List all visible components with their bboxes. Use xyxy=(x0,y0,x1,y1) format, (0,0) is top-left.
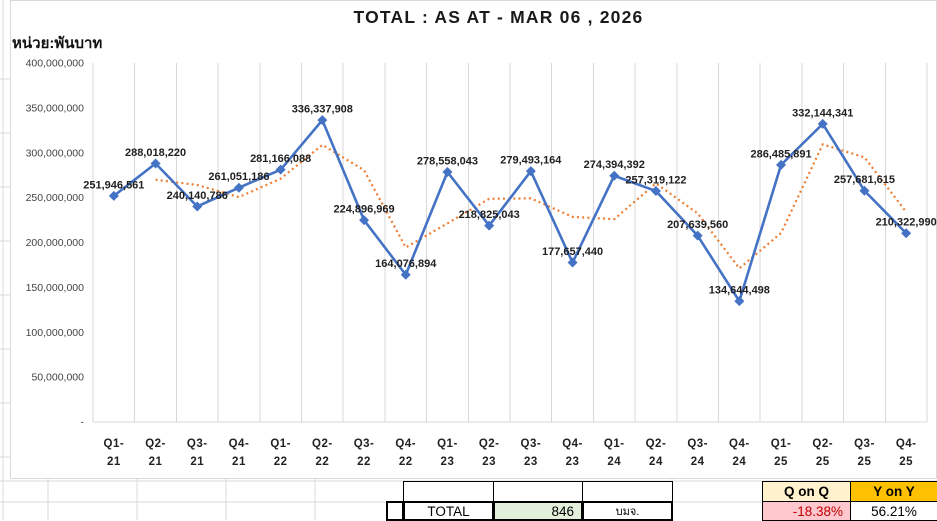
qonq-value-cell[interactable]: -18.38% xyxy=(762,501,851,521)
svg-text:279,493,164: 279,493,164 xyxy=(500,155,562,167)
empty-cell[interactable] xyxy=(493,481,583,502)
svg-text:332,144,341: 332,144,341 xyxy=(792,107,853,119)
svg-text:Q2-25: Q2-25 xyxy=(812,438,833,468)
empty-cell[interactable] xyxy=(582,481,673,502)
total-label-cell[interactable]: TOTAL xyxy=(403,501,494,521)
svg-text:224,896,969: 224,896,969 xyxy=(333,204,394,216)
svg-text:134,644,498: 134,644,498 xyxy=(709,285,770,297)
svg-text:Q4-22: Q4-22 xyxy=(395,438,416,468)
svg-text:Q1-24: Q1-24 xyxy=(604,438,625,468)
chart-object[interactable] xyxy=(10,0,937,479)
svg-text:50,000,000: 50,000,000 xyxy=(31,372,84,384)
svg-text:257,319,122: 257,319,122 xyxy=(625,175,686,187)
chart-title: TOTAL : AS AT - MAR 06 , 2026 xyxy=(353,7,644,27)
svg-text:164,076,894: 164,076,894 xyxy=(375,258,437,270)
empty-cell[interactable] xyxy=(403,481,494,502)
empty-spacer-cell[interactable] xyxy=(386,501,404,521)
svg-text:Q2-23: Q2-23 xyxy=(479,438,500,468)
company-unit-cell[interactable]: บมจ. xyxy=(582,501,673,521)
svg-text:218,825,043: 218,825,043 xyxy=(459,209,520,221)
svg-text:Q3-24: Q3-24 xyxy=(687,438,708,468)
svg-text:100,000,000: 100,000,000 xyxy=(26,327,85,339)
svg-text:350,000,000: 350,000,000 xyxy=(26,102,85,114)
svg-text:Q4-21: Q4-21 xyxy=(229,438,250,468)
svg-text:Q4-23: Q4-23 xyxy=(562,438,583,468)
total-line-chart: 400,000,000 350,000,000 300,000,000 250,000… xyxy=(26,58,937,469)
svg-text:210,322,990: 210,322,990 xyxy=(876,217,937,229)
svg-text:Q3-23: Q3-23 xyxy=(521,438,542,468)
svg-text:274,394,392: 274,394,392 xyxy=(584,159,645,171)
svg-text:286,485,891: 286,485,891 xyxy=(750,148,811,160)
yony-value-cell[interactable]: 56.21% xyxy=(850,501,937,521)
svg-text:177,657,440: 177,657,440 xyxy=(542,246,603,258)
svg-text:Q3-22: Q3-22 xyxy=(354,438,375,468)
svg-text:Q2-24: Q2-24 xyxy=(646,438,667,468)
svg-text:281,166,088: 281,166,088 xyxy=(250,153,311,165)
svg-text:207,639,560: 207,639,560 xyxy=(667,219,728,231)
svg-text:Q1-21: Q1-21 xyxy=(104,438,125,468)
svg-text:Q4-25: Q4-25 xyxy=(896,438,917,468)
svg-text:Q3-25: Q3-25 xyxy=(854,438,875,468)
axis-unit-label: หน่วย:พันบาท xyxy=(12,35,103,52)
svg-text:Q1-23: Q1-23 xyxy=(437,438,458,468)
yony-header-cell[interactable]: Y on Y xyxy=(850,481,937,502)
svg-text:261,051,186: 261,051,186 xyxy=(208,171,269,183)
qonq-header-cell[interactable]: Q on Q xyxy=(762,481,851,502)
svg-text:250,000,000: 250,000,000 xyxy=(26,192,85,204)
svg-text:Q1-25: Q1-25 xyxy=(771,438,792,468)
svg-text:240,140,786: 240,140,786 xyxy=(167,190,228,202)
svg-text:336,337,908: 336,337,908 xyxy=(292,104,353,116)
svg-text:Q4-24: Q4-24 xyxy=(729,438,750,468)
svg-text:Q2-21: Q2-21 xyxy=(145,438,166,468)
svg-text:300,000,000: 300,000,000 xyxy=(26,147,85,159)
svg-text:Q2-22: Q2-22 xyxy=(312,438,333,468)
svg-text:400,000,000: 400,000,000 xyxy=(26,58,85,70)
svg-text:257,681,615: 257,681,615 xyxy=(834,174,895,186)
svg-text:-: - xyxy=(81,417,85,429)
svg-text:278,558,043: 278,558,043 xyxy=(417,155,478,167)
svg-text:Q1-22: Q1-22 xyxy=(270,438,291,468)
total-value-cell[interactable]: 846 xyxy=(493,501,583,521)
svg-text:200,000,000: 200,000,000 xyxy=(26,237,85,249)
svg-text:Q3-21: Q3-21 xyxy=(187,438,208,468)
svg-text:150,000,000: 150,000,000 xyxy=(26,282,85,294)
svg-text:288,018,220: 288,018,220 xyxy=(125,147,186,159)
svg-text:251,946,561: 251,946,561 xyxy=(83,179,144,191)
